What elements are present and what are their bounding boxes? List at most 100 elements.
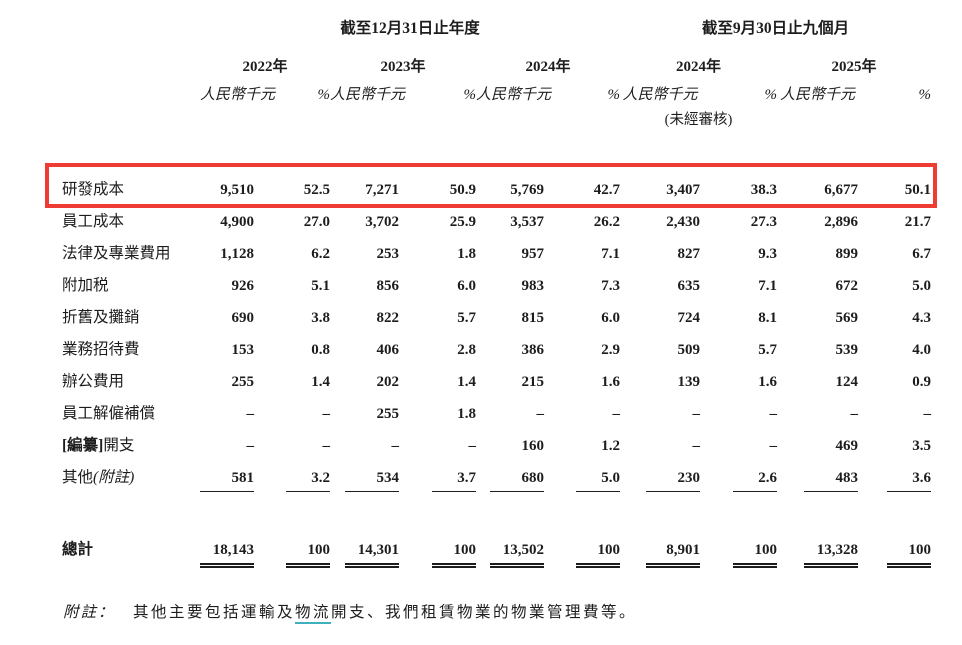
cell-value: 5,769 xyxy=(510,182,544,198)
cell-pct: 6.2 xyxy=(311,246,330,262)
cell-value: 14,301 xyxy=(330,534,399,568)
year-header-2022: 2022年 xyxy=(242,59,288,75)
year-header-row: 2022年 2023年 2024年 2024年 2025年 xyxy=(62,40,931,76)
period-header-annual: 截至12月31日止年度 xyxy=(340,20,480,37)
cell-value: 2,430 xyxy=(666,214,700,230)
year-header-2024-9m: 2024年 xyxy=(675,59,721,75)
table-header: 截至12月31日止年度 截至9月30日止九個月 2022年 2023年 2024… xyxy=(62,14,931,130)
pct-header: % xyxy=(918,87,932,103)
cell-pct: 1.8 xyxy=(457,406,476,422)
cell-value: 469 xyxy=(835,438,859,454)
cell-pct: 2.6 xyxy=(700,462,777,494)
cell-pct: 3.8 xyxy=(311,310,330,326)
cell-pct: – xyxy=(322,438,331,454)
cell-pct: 7.1 xyxy=(758,278,777,294)
cell-value: 139 xyxy=(677,374,701,390)
cell-value: 509 xyxy=(677,342,701,358)
cell-value: 899 xyxy=(835,246,859,262)
cell-pct: 27.0 xyxy=(303,214,330,230)
row-label-others: 其他 xyxy=(62,469,94,486)
cell-value: 827 xyxy=(677,246,701,262)
cell-pct: 0.8 xyxy=(311,342,330,358)
unit-header-row: 人民幣千元 % 人民幣千元 % 人民幣千元 % 人民幣千元 % 人民幣千元 % xyxy=(62,76,931,106)
row-label: 員工解僱補償 xyxy=(62,405,156,422)
footnote: 附註： 其他主要包括運輸及物流開支、我們租賃物業的物業管理費等。 xyxy=(63,600,923,626)
cell-pct: 5.0 xyxy=(912,278,931,294)
cell-pct: 2.8 xyxy=(457,342,476,358)
cell-pct: 100 xyxy=(700,534,777,568)
cell-pct: 7.3 xyxy=(601,278,620,294)
cell-pct: 1.4 xyxy=(311,374,330,390)
cell-value: 680 xyxy=(476,462,544,494)
table-row-depreciation: 折舊及攤銷 690 3.8 822 5.7 815 6.0 724 8.1 56… xyxy=(62,302,931,334)
table-row-office-expenses: 辦公費用 255 1.4 202 1.4 215 1.6 139 1.6 124… xyxy=(62,366,931,398)
cell-value: 215 xyxy=(521,374,545,390)
pct-header: % xyxy=(607,87,621,103)
cell-pct: 0.9 xyxy=(912,374,931,390)
cell-value: 18,143 xyxy=(200,534,254,568)
cell-value: 255 xyxy=(376,406,400,422)
cell-pct: 100 xyxy=(544,534,620,568)
footnote-label: 附註： xyxy=(63,604,116,621)
row-label: [編纂]開支 xyxy=(62,430,200,462)
cell-pct: 5.7 xyxy=(758,342,777,358)
cell-value: – xyxy=(391,438,400,454)
cell-pct: 1.6 xyxy=(758,374,777,390)
period-header-interim: 截至9月30日止九個月 xyxy=(701,20,850,37)
unit-header: 人民幣千元 xyxy=(200,87,276,103)
cell-value: 3,702 xyxy=(365,214,399,230)
row-label-redacted-part: [編纂] xyxy=(62,437,104,454)
cell-value: 124 xyxy=(835,374,859,390)
cell-pct: 50.9 xyxy=(449,182,476,198)
cell-pct: 6.7 xyxy=(912,246,931,262)
cell-pct: 100 xyxy=(858,534,931,568)
cell-pct: 3.7 xyxy=(399,462,476,494)
cell-value: 9,510 xyxy=(220,182,254,198)
cell-pct: – xyxy=(769,438,778,454)
footnote-highlighted-term[interactable]: 物流 xyxy=(295,604,332,624)
cell-pct: 27.3 xyxy=(750,214,777,230)
cell-value: 160 xyxy=(521,438,545,454)
cell-value: 539 xyxy=(835,342,859,358)
cell-value: 724 xyxy=(677,310,701,326)
row-label: 法律及專業費用 xyxy=(62,245,171,262)
cell-pct: 42.7 xyxy=(593,182,620,198)
cell-pct: – xyxy=(322,406,331,422)
year-header-2024: 2024年 xyxy=(525,59,571,75)
cell-value: 957 xyxy=(521,246,545,262)
cell-value: 202 xyxy=(376,374,400,390)
row-label: 研發成本 xyxy=(62,181,125,198)
cell-value: 230 xyxy=(620,462,700,494)
row-label-note-ref: (附註) xyxy=(93,469,135,486)
cell-pct: 4.3 xyxy=(912,310,931,326)
cell-value: – xyxy=(692,406,701,422)
pct-header: % xyxy=(317,87,331,103)
row-label: 折舊及攤銷 xyxy=(62,309,140,326)
cell-pct: 100 xyxy=(399,534,476,568)
cell-value: 569 xyxy=(835,310,859,326)
cell-pct: 5.1 xyxy=(311,278,330,294)
row-label: 辦公費用 xyxy=(62,373,125,390)
table-row-total: 總計 18,143 100 14,301 100 13,502 100 8,90… xyxy=(62,534,931,568)
cell-pct: 1.4 xyxy=(457,374,476,390)
cell-value: 672 xyxy=(835,278,859,294)
cell-value: 13,328 xyxy=(777,534,858,568)
cell-pct: 3.2 xyxy=(254,462,330,494)
unaudited-row: (未經審核) xyxy=(62,106,931,130)
row-label: 業務招待費 xyxy=(62,341,140,358)
cell-pct: 2.9 xyxy=(601,342,620,358)
row-label-rest: 開支 xyxy=(103,437,135,454)
cell-value: 926 xyxy=(231,278,255,294)
table-row-others: 其他(附註) 581 3.2 534 3.7 680 5.0 230 2.6 4… xyxy=(62,462,931,494)
row-label: 附加税 xyxy=(62,277,109,294)
cell-pct: 4.0 xyxy=(912,342,931,358)
cell-value: 815 xyxy=(521,310,545,326)
cell-value: – xyxy=(246,406,255,422)
cell-value: 4,900 xyxy=(220,214,254,230)
table-row-entertainment: 業務招待費 153 0.8 406 2.8 386 2.9 509 5.7 53… xyxy=(62,334,931,366)
year-header-2025: 2025年 xyxy=(831,59,877,75)
footnote-text-after: 開支、我們租賃物業的物業管理費等。 xyxy=(331,604,638,621)
period-group-row: 截至12月31日止年度 截至9月30日止九個月 xyxy=(62,14,931,40)
cell-pct: 21.7 xyxy=(904,214,931,230)
